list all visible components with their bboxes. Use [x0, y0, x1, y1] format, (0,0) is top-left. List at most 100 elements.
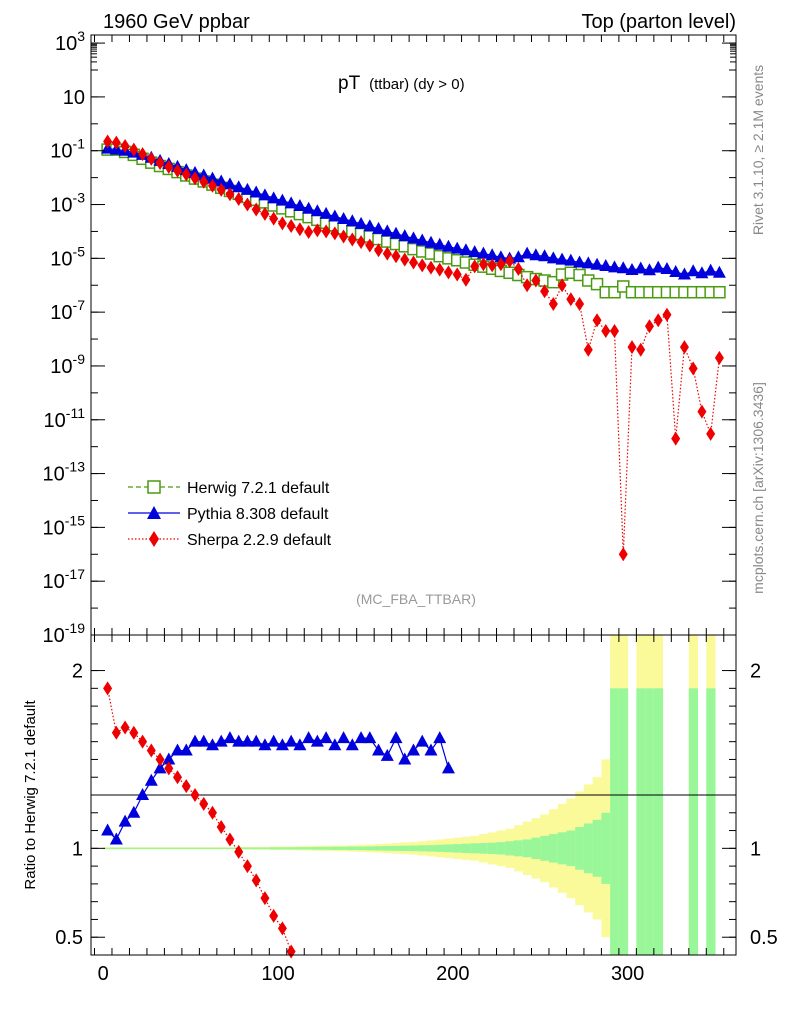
pythia-ratio-point — [433, 731, 447, 744]
band-inner-bin — [278, 847, 288, 850]
pythia-ratio-point — [267, 734, 281, 747]
sherpa-main-point — [129, 142, 139, 157]
pythia-ratio-point — [328, 738, 342, 751]
sherpa-main-point — [592, 313, 602, 328]
sherpa-ratio-point — [190, 788, 200, 802]
legend-herwig-label: Herwig 7.2.1 default — [187, 480, 330, 497]
main-y-tick-label: 10-15 — [43, 512, 86, 539]
sherpa-ratio-point — [129, 725, 139, 740]
main-y-tick-label: 10-9 — [50, 351, 85, 378]
band-inner-bin — [225, 847, 235, 850]
sherpa-ratio-point — [277, 921, 287, 936]
sherpa-ratio-point — [146, 743, 156, 758]
pythia-ratio-point — [345, 738, 359, 751]
sherpa-main-point — [304, 225, 314, 240]
sherpa-ratio-point — [181, 779, 191, 794]
pythia-ratio-point — [302, 731, 316, 744]
sherpa-main-point — [575, 297, 585, 312]
pythia-ratio-point — [363, 731, 377, 744]
sherpa-main-point — [400, 252, 410, 267]
sherpa-main-point — [164, 159, 174, 174]
pythia-main-point — [651, 260, 665, 273]
pythia-ratio-point — [127, 805, 141, 818]
chart-title-sub: (ttbar) (dy > 0) — [369, 76, 464, 93]
pythia-ratio-point — [205, 738, 219, 751]
sherpa-main-point — [566, 292, 576, 307]
pythia-ratio-point — [109, 832, 123, 845]
sherpa-ratio-point — [155, 752, 165, 767]
pythia-ratio-point — [319, 731, 333, 744]
pythia-main-point — [546, 251, 560, 264]
sherpa-ratio-point — [260, 891, 270, 906]
band-inner-bin — [522, 839, 532, 858]
band-inner-bin — [382, 846, 393, 851]
ratio-y-tick-label: 2 — [72, 661, 83, 683]
band-inner-bin — [304, 847, 314, 850]
sherpa-main-point — [487, 258, 497, 273]
sherpa-main-point — [688, 361, 698, 376]
sherpa-ratio-point — [242, 859, 252, 874]
pythia-main-point — [284, 196, 298, 209]
band-inner-bin — [129, 847, 139, 850]
pythia-main-point — [232, 180, 246, 193]
pythia-main-point — [616, 261, 630, 274]
sherpa-main-point — [242, 197, 252, 212]
chart-title: pT (ttbar) (dy > 0) — [338, 73, 465, 94]
sherpa-ratio-point — [173, 770, 183, 785]
sherpa-main-point — [478, 257, 488, 272]
pythia-main-point — [275, 193, 289, 206]
pythia-ratio-point — [249, 734, 263, 747]
band-inner-bin — [164, 847, 174, 850]
band-inner-bin — [312, 846, 323, 850]
pythia-main-point — [380, 224, 394, 237]
pythia-main-point — [337, 211, 351, 224]
pythia-main-point — [354, 216, 368, 229]
pythia-main-point — [415, 233, 429, 246]
band-inner-bin — [251, 847, 262, 850]
pythia-ratio-point — [188, 734, 202, 747]
sherpa-ratio-point — [103, 681, 113, 696]
sherpa-main-point — [470, 259, 480, 274]
band-inner-bin — [216, 847, 227, 850]
sherpa-main-point — [120, 138, 130, 153]
band-inner-bin — [461, 843, 471, 853]
sherpa-main-point — [671, 431, 681, 446]
band-inner-bin — [514, 840, 524, 857]
main-y-tick-label: 10-11 — [44, 405, 86, 432]
sherpa-main-point — [540, 284, 550, 299]
band-inner-bin — [400, 845, 410, 851]
sherpa-ratio-point — [286, 944, 296, 959]
sherpa-main-point — [653, 313, 663, 328]
band-inner-bin — [391, 845, 401, 851]
sherpa-ratio-point — [216, 820, 226, 834]
band-inner-bin — [505, 841, 515, 856]
band-inner-bin — [601, 812, 611, 884]
sherpa-main-point — [269, 211, 279, 226]
sherpa-main-point — [365, 238, 375, 253]
band-inner-bin — [645, 688, 655, 955]
sherpa-main-point — [697, 404, 707, 419]
pythia-main-point — [407, 231, 420, 244]
sherpa-main-point — [339, 229, 349, 244]
sherpa-main-point — [452, 267, 462, 282]
pythia-ratio-point — [101, 823, 115, 836]
band-inner-bin — [417, 845, 428, 852]
band-inner-bin — [120, 847, 130, 850]
band-inner-bin — [330, 846, 340, 850]
band-inner-bin — [208, 847, 218, 850]
pythia-main-point — [459, 243, 473, 256]
legend-herwig-marker — [147, 480, 161, 494]
sherpa-main-point — [435, 262, 445, 277]
band-inner-bin — [321, 846, 331, 850]
band-inner-bin — [531, 837, 541, 859]
band-inner-bin — [138, 847, 148, 850]
sherpa-main-point — [714, 350, 724, 365]
band-inner-bin — [374, 846, 384, 851]
pythia-ratio-point — [424, 743, 438, 756]
pythia-ratio-point — [275, 738, 289, 751]
pythia-ratio-point — [223, 731, 237, 744]
pythia-main-point — [328, 209, 342, 222]
pythia-ratio-point — [136, 788, 150, 800]
herwig-main-point — [547, 275, 560, 289]
